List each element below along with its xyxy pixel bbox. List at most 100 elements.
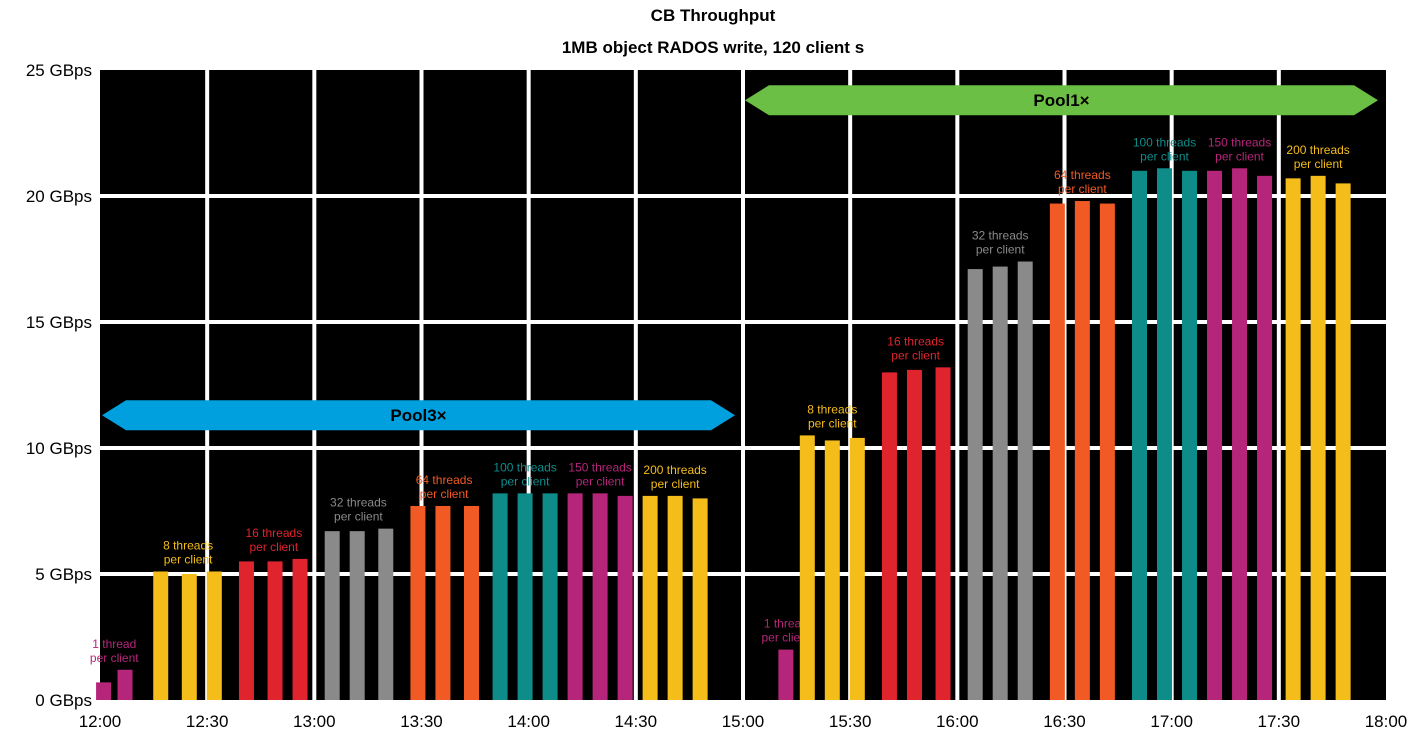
group-label: per client <box>1140 149 1189 163</box>
group-label: 8 threads <box>163 538 213 552</box>
y-tick-label: 5 GBps <box>35 565 92 584</box>
bar <box>492 493 508 700</box>
y-tick-label: 0 GBps <box>35 691 92 710</box>
bar <box>1099 203 1115 700</box>
group-label: 64 threads <box>1054 168 1111 182</box>
bar <box>642 495 658 700</box>
bar <box>1132 170 1148 701</box>
x-tick-label: 12:00 <box>79 712 122 731</box>
bar <box>117 669 133 700</box>
x-tick-label: 14:30 <box>615 712 658 731</box>
bar <box>667 495 683 700</box>
bar <box>1157 168 1173 700</box>
y-tick-label: 25 GBps <box>26 61 92 80</box>
group-label: per client <box>1058 182 1107 196</box>
bar <box>292 558 308 700</box>
bar <box>1074 201 1090 701</box>
group-label: per client <box>1294 157 1343 171</box>
group-label: 32 threads <box>972 229 1029 243</box>
bar <box>881 372 897 700</box>
range-arrow <box>745 85 1378 116</box>
range-arrow-label: Pool1× <box>1033 91 1089 110</box>
bar <box>1207 170 1223 701</box>
group-label: per client <box>90 651 139 665</box>
bar <box>592 493 608 700</box>
group-label: per client <box>762 631 811 645</box>
group-label: 150 threads <box>568 460 631 474</box>
bar <box>153 571 169 700</box>
bar <box>824 440 840 700</box>
group-label: per client <box>976 243 1025 257</box>
bar <box>935 367 951 700</box>
range-arrow <box>102 400 735 431</box>
bar <box>238 561 254 700</box>
x-tick-label: 14:00 <box>507 712 550 731</box>
bar <box>799 435 815 700</box>
group-label: per client <box>808 416 857 430</box>
group-label: 8 threads <box>807 402 857 416</box>
x-tick-label: 16:00 <box>936 712 979 731</box>
x-tick-label: 15:00 <box>722 712 765 731</box>
group-label: 200 threads <box>643 463 706 477</box>
group-label: 16 threads <box>887 334 944 348</box>
group-label: 32 threads <box>330 496 387 510</box>
x-tick-label: 18:00 <box>1365 712 1408 731</box>
x-tick-label: 16:30 <box>1043 712 1086 731</box>
group-label: per client <box>249 540 298 554</box>
group-label: per client <box>501 474 550 488</box>
bar <box>1310 175 1326 701</box>
bar <box>1232 168 1248 700</box>
bar <box>1017 261 1033 700</box>
group-label: 1 thread <box>92 637 136 651</box>
bar <box>967 269 983 700</box>
bar <box>692 498 708 700</box>
bar <box>1335 183 1351 700</box>
group-label: 100 threads <box>1133 135 1196 149</box>
bar <box>542 493 558 700</box>
bar <box>778 649 794 700</box>
bar <box>378 528 394 700</box>
x-tick-label: 17:30 <box>1258 712 1301 731</box>
bar <box>1257 175 1273 701</box>
y-tick-label: 20 GBps <box>26 187 92 206</box>
group-label: per client <box>891 348 940 362</box>
bar <box>906 369 922 700</box>
group-label: per client <box>1215 149 1264 163</box>
x-tick-label: 13:30 <box>400 712 443 731</box>
bar <box>349 531 365 700</box>
group-label: 16 threads <box>245 526 302 540</box>
bar <box>992 266 1008 700</box>
bar <box>410 505 426 700</box>
group-label: per client <box>420 487 469 501</box>
group-label: 200 threads <box>1286 143 1349 157</box>
range-arrow-label: Pool3× <box>390 406 446 425</box>
group-label: per client <box>651 477 700 491</box>
group-label: per client <box>164 552 213 566</box>
bar <box>849 437 865 700</box>
chart-title: CB Throughput <box>650 6 776 25</box>
bar <box>435 505 451 700</box>
x-tick-label: 13:00 <box>293 712 336 731</box>
y-tick-label: 15 GBps <box>26 313 92 332</box>
x-tick-label: 15:30 <box>829 712 872 731</box>
group-label: 1 thread <box>764 617 808 631</box>
bar <box>517 493 533 700</box>
group-label: 150 threads <box>1208 135 1271 149</box>
x-tick-label: 17:00 <box>1150 712 1193 731</box>
bar <box>617 495 633 700</box>
group-label: per client <box>576 474 625 488</box>
chart-subtitle: 1MB object RADOS write, 120 client s <box>561 38 865 57</box>
bar <box>181 574 197 700</box>
group-label: per client <box>334 510 383 524</box>
bar <box>324 531 340 700</box>
bar <box>96 682 112 700</box>
bar <box>206 571 222 700</box>
bar <box>1049 203 1065 700</box>
x-tick-label: 12:30 <box>186 712 229 731</box>
bar <box>567 493 583 700</box>
group-label: 100 threads <box>493 460 556 474</box>
bar <box>464 505 480 700</box>
y-tick-label: 10 GBps <box>26 439 92 458</box>
